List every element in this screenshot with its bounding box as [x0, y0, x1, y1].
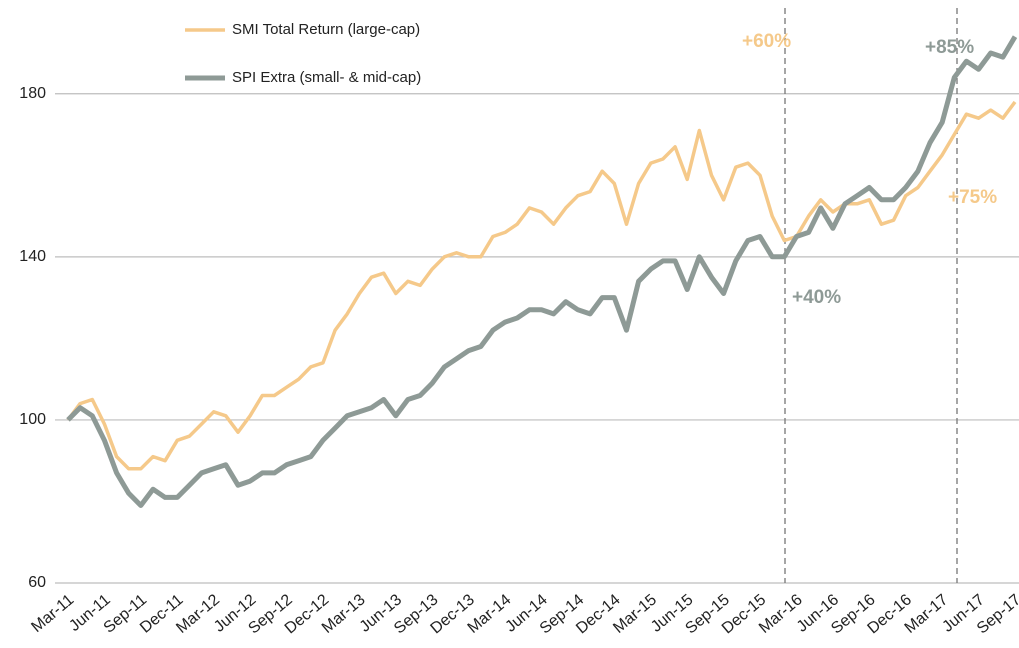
annotation: +85% [925, 37, 974, 58]
series-line [66, 100, 1017, 471]
y-tick-label: 100 [19, 411, 46, 428]
annotation: +40% [792, 287, 841, 308]
annotation: +60% [742, 31, 791, 52]
grid [55, 93, 1019, 584]
y-tick-label: 60 [28, 574, 46, 591]
x-tick-label: Mar-11 [28, 591, 77, 636]
legend-label: SMI Total Return (large-cap) [232, 21, 420, 38]
y-tick-label: 180 [19, 85, 46, 102]
annotation: +75% [948, 187, 997, 208]
y-tick-label: 140 [19, 248, 46, 265]
legend-label: SPI Extra (small- & mid-cap) [232, 69, 421, 86]
series-line [66, 35, 1018, 508]
